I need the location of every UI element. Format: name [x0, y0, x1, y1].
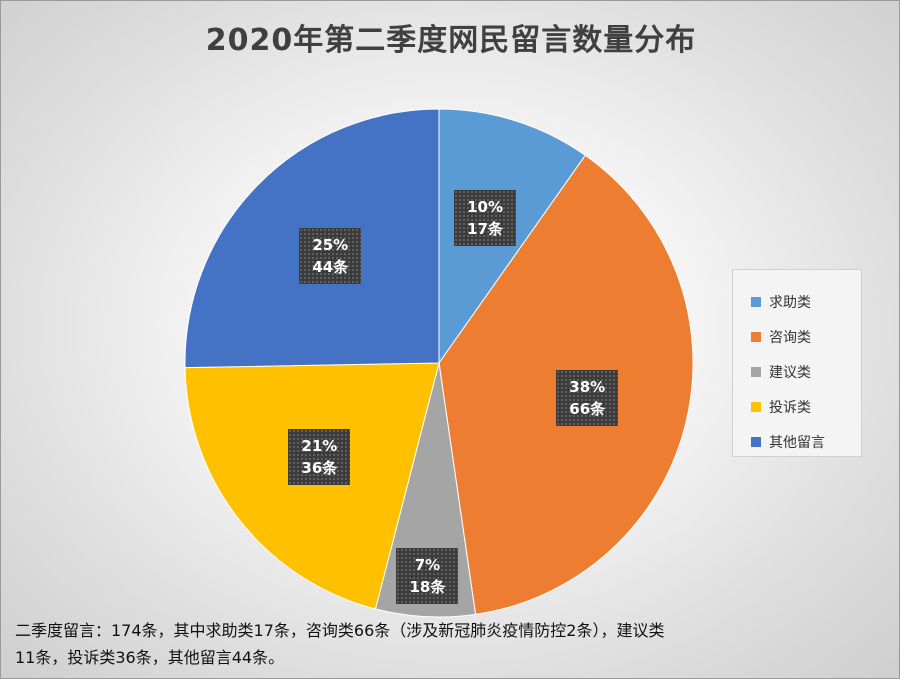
- summary-note-line1: 二季度留言：174条，其中求助类17条，咨询类66条（涉及新冠肺炎疫情防控2条）…: [15, 621, 665, 640]
- legend-item-other: 其他留言: [733, 424, 861, 459]
- legend-swatch-suggest: [751, 366, 761, 377]
- legend-swatch-consult: [751, 331, 761, 342]
- data-label-count-help: 17条: [467, 219, 503, 238]
- legend-swatch-other: [751, 436, 761, 447]
- legend-label-consult: 咨询类: [769, 329, 811, 346]
- legend: 求助类 咨询类 建议类 投诉类 其他留言: [732, 269, 862, 457]
- legend-swatch-help: [751, 296, 761, 307]
- data-label-percent-suggest: 7%: [414, 556, 441, 575]
- pie-slice-complaint: [184, 362, 440, 610]
- data-label-complaint: 21% 36条: [288, 429, 351, 486]
- chart-title: 2020年第二季度网民留言数量分布: [205, 23, 697, 58]
- data-label-percent-help: 10%: [467, 197, 503, 216]
- data-label-count-suggest: 18条: [409, 578, 446, 597]
- data-label-count-consult: 66条: [569, 400, 606, 419]
- legend-label-other: 其他留言: [769, 434, 825, 451]
- data-label-percent-consult: 38%: [569, 378, 606, 397]
- legend-label-suggest: 建议类: [769, 364, 811, 381]
- data-label-other: 25% 44条: [299, 228, 362, 285]
- data-label-consult: 38% 66条: [556, 370, 619, 427]
- legend-label-help: 求助类: [769, 294, 811, 311]
- legend-item-suggest: 建议类: [733, 354, 861, 389]
- data-label-count-complaint: 36条: [301, 459, 338, 478]
- legend-swatch-complaint: [751, 401, 761, 412]
- legend-item-complaint: 投诉类: [733, 389, 861, 424]
- legend-label-complaint: 投诉类: [769, 399, 811, 416]
- data-label-percent-complaint: 21%: [301, 437, 338, 456]
- data-label-help: 10% 17条: [454, 189, 517, 246]
- summary-note-line2: 11条，投诉类36条，其他留言44条。: [15, 648, 285, 667]
- legend-item-consult: 咨询类: [733, 319, 861, 354]
- data-label-percent-other: 25%: [312, 236, 349, 255]
- data-label-count-other: 44条: [312, 258, 349, 277]
- data-label-suggest: 7% 18条: [396, 548, 459, 605]
- legend-item-help: 求助类: [733, 284, 861, 319]
- summary-note: 二季度留言：174条，其中求助类17条，咨询类66条（涉及新冠肺炎疫情防控2条）…: [15, 617, 891, 671]
